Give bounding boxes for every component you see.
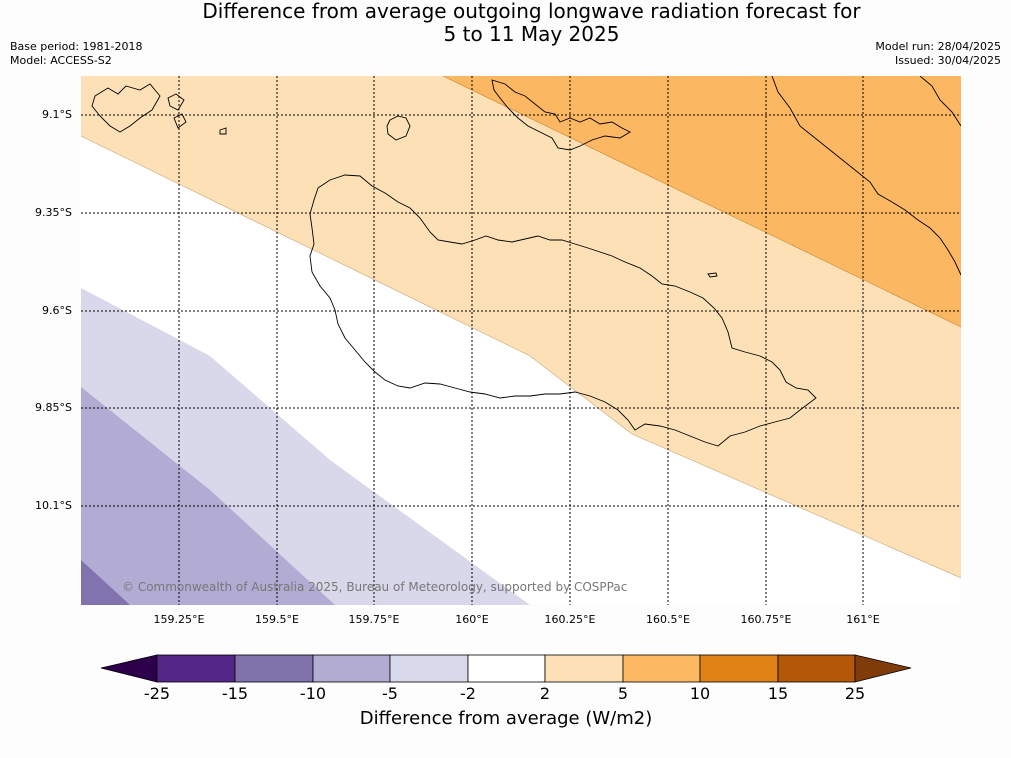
lon-label: 159.25°E	[153, 613, 205, 626]
lon-label: 159.5°E	[255, 613, 299, 626]
title-line-1: Difference from average outgoing longwav…	[202, 0, 861, 23]
issued-date: Issued: 30/04/2025	[894, 54, 1001, 67]
island-savo	[386, 115, 411, 141]
colorbar-tick: -25	[143, 684, 171, 703]
lon-label: 160.25°E	[544, 613, 596, 626]
colorbar-bin-8	[699, 654, 779, 683]
lat-label: 10.1°S	[35, 499, 72, 512]
gridlines	[81, 76, 961, 605]
lat-label: 9.35°S	[35, 206, 72, 219]
colorbar-tick: -2	[460, 684, 476, 703]
colorbar	[100, 654, 912, 683]
anomaly-region-minus-15-to-minus-10	[81, 560, 130, 605]
colorbar-bin-2	[234, 654, 314, 683]
map-area	[81, 76, 961, 605]
colorbar-bin-6	[544, 654, 624, 683]
colorbar-tick: -15	[221, 684, 249, 703]
anomaly-region-minus-10-to-minus-5	[81, 387, 335, 605]
island-guadalcanal	[309, 174, 817, 447]
colorbar-bin-7	[622, 654, 701, 683]
colorbar-tick: -5	[382, 684, 398, 703]
model-run: Model run: 28/04/2025	[875, 40, 1001, 53]
lon-label: 159.75°E	[348, 613, 400, 626]
meta-left: Base period: 1981-2018 Model: ACCESS-S2	[10, 40, 142, 68]
colorbar-bin-9	[777, 654, 856, 683]
colorbar-bin-5	[467, 654, 546, 683]
colorbar-tick: -10	[299, 684, 327, 703]
lon-label: 161°E	[846, 613, 880, 626]
base-period: Base period: 1981-2018	[10, 40, 143, 53]
lon-label: 160°E	[455, 613, 489, 626]
colorbar-bin-4	[389, 654, 469, 683]
lat-label: 9.85°S	[35, 401, 72, 414]
lat-label: 9.6°S	[42, 304, 72, 317]
copyright-notice: © Commonwealth of Australia 2025, Bureau…	[122, 580, 628, 594]
lon-label: 160.75°E	[740, 613, 792, 626]
lat-label: 9.1°S	[42, 108, 72, 121]
colorbar-bin-3	[312, 654, 391, 683]
colorbar-tick: 2	[539, 684, 551, 703]
island-florida	[491, 79, 631, 151]
colorbar-tick: 10	[689, 684, 711, 703]
colorbar-tick: 25	[844, 684, 866, 703]
meta-right: Model run: 28/04/2025 Issued: 30/04/2025	[875, 40, 1001, 68]
colorbar-bin-1	[156, 654, 236, 683]
lon-label: 160.5°E	[646, 613, 690, 626]
colorbar-tick: 5	[617, 684, 629, 703]
colorbar-extend-low	[100, 654, 158, 683]
colorbar-extend-high	[854, 654, 912, 683]
title-line-2: 5 to 11 May 2025	[443, 22, 620, 46]
model-name: Model: ACCESS-S2	[10, 54, 112, 67]
coastlines	[91, 76, 961, 447]
colorbar-tick: 15	[767, 684, 789, 703]
colorbar-title: Difference from average (W/m2)	[359, 708, 653, 729]
island-malaita	[771, 76, 961, 276]
chart-title: Difference from average outgoing longwav…	[0, 0, 1011, 46]
island-russell	[91, 83, 161, 133]
